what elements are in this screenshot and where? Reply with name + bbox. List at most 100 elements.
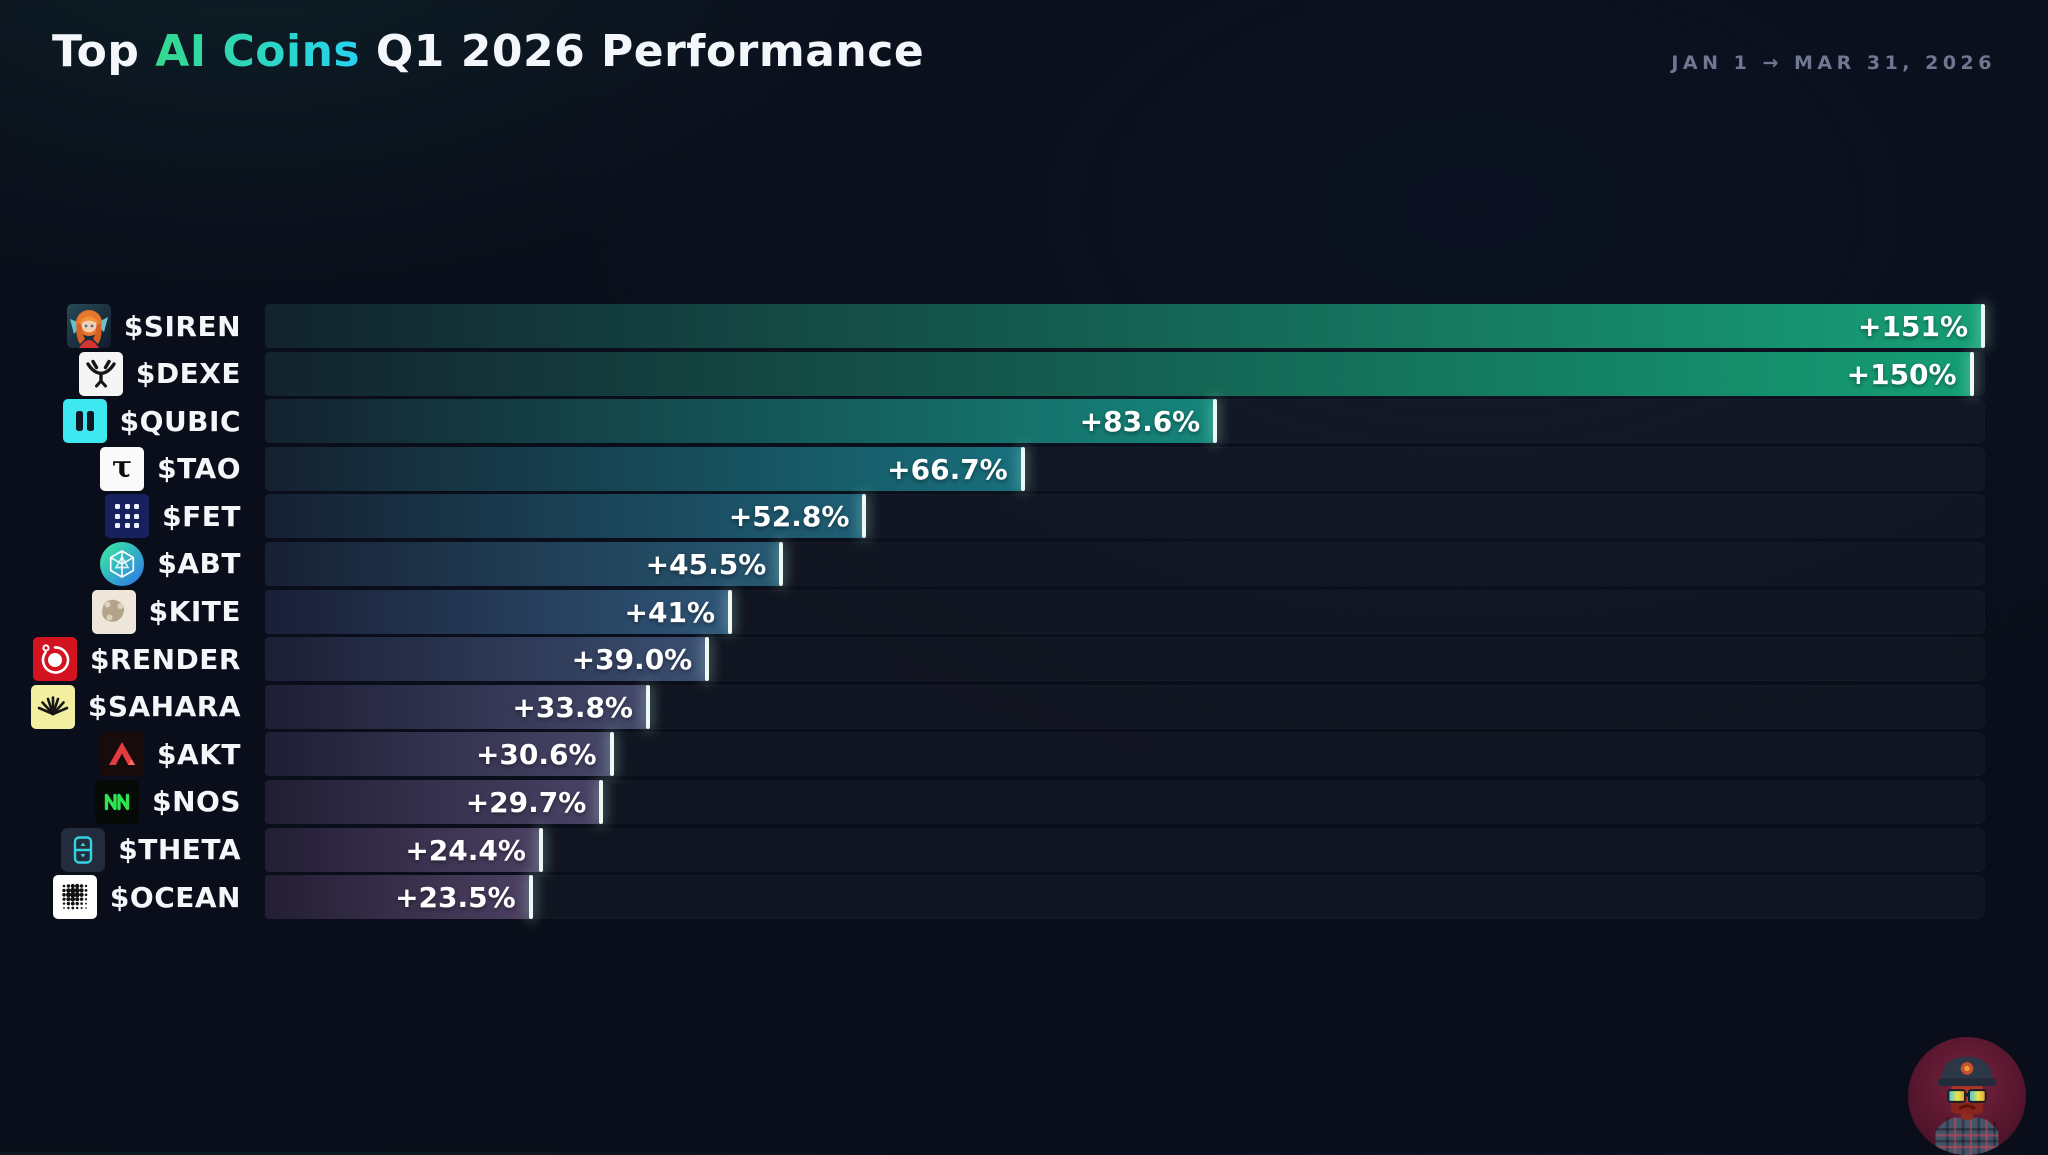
coin-row: $KITE +41% [0,589,2048,634]
title-highlight: AI Coins [155,26,361,77]
page-title: Top AI Coins Q1 2026 Performance [52,26,924,77]
akt-coin-icon [100,732,145,777]
coin-label-group: $DEXE [0,351,265,396]
coin-row: $RENDER +39.0% [0,637,2048,682]
performance-bar: +24.4% [265,827,543,872]
qubic-coin-icon [62,399,107,444]
coin-ticker: $TAO [157,452,241,486]
bar-track: +41% [265,589,1985,634]
bar-value-label: +66.7% [887,452,1008,486]
bar-track: +23.5% [265,875,1985,920]
tao-coin-icon: τ [100,446,145,491]
coin-label-group: $RENDER [0,637,265,682]
bar-track: +24.4% [265,827,1985,872]
bar-value-label: +45.5% [645,547,767,581]
bar-track: +52.8% [265,494,1985,539]
coin-row: $ABT +45.5% [0,541,2048,586]
fet-coin-icon [105,494,150,539]
coin-ticker: $RENDER [89,642,241,676]
bar-end-highlight [728,589,733,634]
coin-row: $FET +52.8% [0,494,2048,539]
bar-track: +45.5% [265,541,1985,586]
bar-track: +30.6% [265,732,1985,777]
bar-value-label: +23.5% [395,881,516,915]
coin-ticker: $ABT [157,547,241,581]
coin-row: $AKT +30.6% [0,732,2048,777]
coin-label-group: $AKT [0,732,265,777]
performance-bar: +150% [265,351,1974,396]
title-prefix: Top [52,26,156,77]
coin-label-group: $KITE [0,589,265,634]
bar-track: +151% [265,304,1985,348]
bar-value-label: +39.0% [571,643,693,677]
coin-row: $NOS +29.7% [0,779,2048,824]
kite-coin-icon [91,589,136,634]
coin-label-group: $SAHARA [0,684,265,729]
bar-track: +29.7% [265,779,1985,824]
coin-ticker: $OCEAN [109,880,241,914]
coin-row: $SIREN +151% [0,304,2048,348]
bar-value-label: +41% [624,595,716,629]
bar-end-highlight [1020,446,1025,491]
performance-bar: +41% [265,589,733,634]
bar-chart: $SIREN +151% $DEXE [0,304,2048,920]
coin-row: τ $TAO +66.7% [0,446,2048,491]
bar-end-highlight [609,732,614,777]
bar-value-label: +24.4% [405,833,526,867]
bar-value-label: +52.8% [728,500,850,534]
coin-label-group: $QUBIC [0,399,265,444]
bar-end-highlight [646,684,650,729]
coin-label-group: $SIREN [0,304,265,348]
bar-end-highlight [1981,304,1985,348]
bar-value-label: +151% [1858,310,1968,343]
coin-ticker: $THETA [118,833,241,867]
performance-bar: +33.8% [265,684,650,729]
creator-avatar [1908,1037,2026,1155]
coin-ticker: $AKT [157,737,241,771]
coin-row: $SAHARA +33.8% [0,684,2048,729]
coin-label-group: $ABT [0,541,265,586]
bar-value-label: +83.6% [1079,405,1201,439]
abt-coin-icon [100,541,145,586]
coin-label-group: τ $TAO [0,446,265,491]
bar-end-highlight [779,541,784,586]
coin-label-group: $OCEAN [0,875,265,920]
coin-ticker: $KITE [148,595,241,629]
coin-ticker: $SIREN [123,309,241,343]
date-range: JAN 1 → MAR 31, 2026 [1671,52,1996,74]
title-suffix: Q1 2026 Performance [360,26,925,77]
bar-end-highlight [705,637,710,682]
performance-bar: +29.7% [265,779,604,824]
coin-ticker: $QUBIC [119,404,241,438]
coin-row: $DEXE +150% [0,351,2048,396]
performance-bar: +151% [265,304,1985,348]
coin-row: $OCEAN +23.5% [0,875,2048,920]
performance-bar: +30.6% [265,732,614,777]
nos-coin-icon [95,779,140,824]
coin-row: $THETA +24.4% [0,827,2048,872]
performance-bar: +66.7% [265,446,1025,491]
bar-value-label: +33.8% [512,690,633,724]
coin-ticker: $NOS [152,785,241,819]
bar-track: +150% [265,351,1985,396]
coin-ticker: $DEXE [135,357,241,391]
coin-ticker: $FET [162,499,241,533]
bar-end-highlight [1969,351,1974,396]
bar-end-highlight [528,875,533,920]
pixel-character-icon [1935,1056,1999,1155]
coin-label-group: $THETA [0,827,265,872]
theta-coin-icon [61,827,106,872]
siren-coin-icon [66,304,111,348]
performance-bar: +52.8% [265,494,867,539]
performance-bar: +23.5% [265,875,533,920]
bar-track: +66.7% [265,446,1985,491]
coin-label-group: $FET [0,494,265,539]
performance-bar: +39.0% [265,637,710,682]
render-coin-icon [32,637,77,682]
bar-value-label: +150% [1846,357,1957,391]
bar-track: +33.8% [265,684,1985,729]
bar-value-label: +30.6% [475,738,597,772]
coin-label-group: $NOS [0,779,265,824]
bar-end-highlight [862,494,867,539]
sahara-coin-icon [30,684,75,729]
